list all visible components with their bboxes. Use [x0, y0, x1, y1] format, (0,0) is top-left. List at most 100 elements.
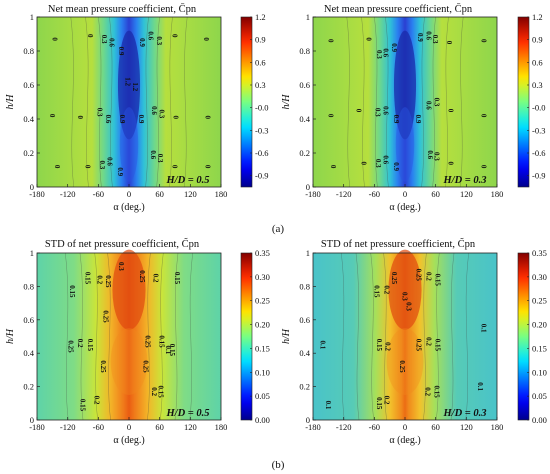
y-tick-label: 0.4: [23, 114, 34, 124]
colorbar-tick-label: 0.9: [532, 35, 543, 45]
contour-label: 0.3: [431, 35, 439, 44]
contour-label: 0.9: [390, 43, 398, 52]
y-tick-label: 0: [306, 415, 310, 425]
chart-panel-3: STD of net pressure coefficient, C̃pn 0.1…: [5, 237, 270, 446]
colorbar-tick-label: -0.9: [255, 171, 268, 181]
contour-line: [383, 252, 387, 421]
contour-label: 0.3: [117, 262, 125, 271]
contour-label: 0.1: [324, 401, 332, 410]
contour-label: 0.2: [152, 274, 160, 283]
contour-label: 0: [480, 165, 488, 169]
x-tick-label: 0: [403, 189, 407, 199]
contour-line: [109, 16, 113, 188]
colorbar-tick-label: 0.15: [255, 343, 270, 353]
contour-label: 0.3: [373, 108, 381, 117]
colorbar-tick-label: -0.3: [255, 125, 268, 135]
colorbar-tick-label: -0.6: [532, 148, 545, 158]
contour-label: 0: [326, 39, 334, 43]
chart-panel-1: Net mean pressure coefficient, C̄pn 0 0 0.3…: [5, 3, 268, 213]
contour-label: 0.15: [68, 285, 76, 298]
contour-label: 0: [76, 116, 84, 120]
contour-line: [147, 252, 151, 421]
y-tick-label: 0.6: [23, 80, 34, 90]
contour-label: 0.6: [104, 115, 112, 124]
contour-label: 0.6: [106, 157, 114, 166]
contour-label: 0.3: [375, 50, 383, 59]
contour-label: 0.3: [374, 159, 382, 168]
contour-label: 0.9: [137, 115, 145, 124]
contour-line: [169, 16, 173, 188]
contour-line: [184, 16, 188, 188]
y-tick-label: 0.4: [299, 348, 310, 358]
contour-label: 0.2: [92, 396, 100, 405]
contour-label: 0: [446, 109, 454, 113]
contour-line: [174, 252, 179, 421]
colorbar-tick-label: 0.10: [532, 367, 547, 377]
panels: Net mean pressure coefficient, C̄pn 0 0 0.3…: [5, 3, 547, 446]
contour-label: 0.3: [98, 161, 106, 170]
contour-label: 0.3: [433, 98, 441, 107]
chart-title: Net mean pressure coefficient, C̄pn: [48, 3, 197, 15]
y-tick-label: 0.8: [23, 281, 34, 291]
ratio-annotation: H/D = 0.3: [442, 175, 486, 186]
contour-label: 0.25: [143, 335, 151, 348]
panel-label-a: (a): [272, 223, 285, 235]
y-tick-label: 0.8: [23, 46, 34, 56]
colorbar-tick-label: -0.6: [255, 148, 268, 158]
contour-label: 0.15: [84, 272, 92, 285]
contour-label: 0.2: [383, 285, 391, 294]
colorbar-tick-label: 0.05: [532, 391, 547, 401]
contour-label: 0: [202, 37, 210, 41]
y-tick-label: 0.6: [23, 315, 34, 325]
contour-label: 0.9: [392, 162, 400, 171]
x-tick-label: -60: [369, 189, 380, 199]
contour-label: 0: [204, 116, 212, 120]
contour-label: 0.25: [141, 360, 149, 373]
contour-label: 0: [170, 165, 178, 169]
contour-label: 0.6: [149, 150, 157, 159]
contour-label: 0.15: [434, 339, 442, 352]
colorbar: [240, 252, 253, 421]
contour-line: [450, 252, 455, 421]
x-tick-label: 0: [127, 189, 131, 199]
contour-label: 1.2: [131, 82, 139, 91]
y-tick-label: 0.2: [23, 382, 34, 392]
contour-line: [160, 252, 164, 421]
colorbar-tick-label: -0.0: [532, 103, 545, 113]
colorbar-tick-label: 0.35: [255, 248, 270, 258]
heatmap-core: [112, 249, 146, 330]
chart-title: Net mean pressure coefficient, C̄pn: [324, 3, 473, 15]
x-tick-label: -180: [29, 422, 45, 432]
y-tick-label: 0.2: [299, 382, 310, 392]
colorbar: [517, 252, 530, 421]
contour-label: 0.6: [424, 31, 432, 40]
y-tick-label: 0: [30, 182, 34, 192]
contour-label: 0.25: [99, 360, 107, 373]
contour-label: 0.1: [476, 382, 484, 391]
contour-line: [465, 252, 469, 421]
contour-line: [355, 252, 360, 421]
contour-label: 0.9: [116, 167, 124, 176]
contour-label: 0.25: [138, 270, 146, 283]
x-tick-label: 60: [155, 422, 164, 432]
contour-label: 0.2: [424, 272, 432, 281]
contour-line: [70, 16, 74, 188]
x-axis-label: α (deg.): [113, 202, 144, 213]
contour-line: [370, 252, 374, 421]
contour-line: [189, 252, 193, 421]
contour-label: 0.9: [392, 115, 400, 124]
x-tick-label: -60: [93, 422, 104, 432]
chart-title: STD of net pressure coefficient, C̃pn: [45, 237, 200, 250]
contour-line: [156, 16, 160, 188]
contour-label: 0: [48, 114, 56, 118]
colorbar: [517, 16, 530, 188]
y-tick-label: 1: [30, 248, 34, 258]
x-tick-label: -180: [305, 189, 321, 199]
colorbar-tick-label: 0.00: [255, 415, 270, 425]
contour-line: [341, 252, 345, 421]
contour-label: 0.15: [157, 385, 165, 398]
heatmap-core: [393, 30, 417, 140]
colorbar-tick-label: 0.20: [532, 320, 547, 330]
panel-label-b: (b): [272, 459, 285, 471]
